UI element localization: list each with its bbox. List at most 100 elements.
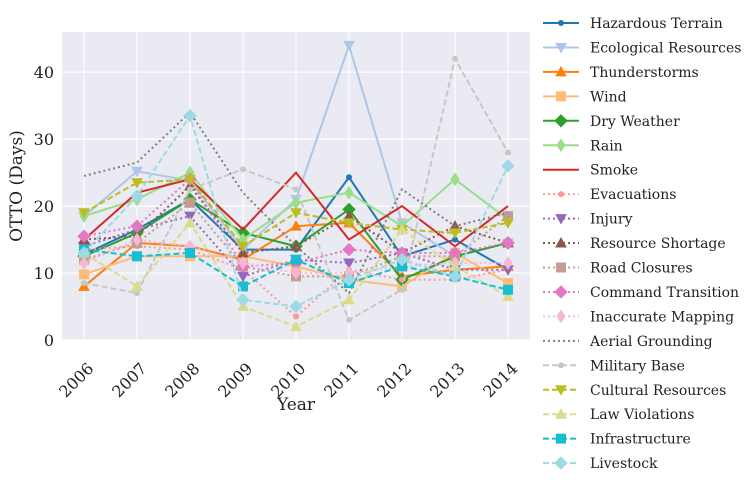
legend-marker xyxy=(556,309,566,324)
legend-marker xyxy=(555,214,567,225)
legend-label: Cultural Resources xyxy=(590,383,726,399)
data-point xyxy=(343,40,355,52)
x-tick-label: 2013 xyxy=(426,359,468,401)
data-point xyxy=(505,149,511,156)
legend-item: Smoke xyxy=(543,163,638,179)
data-point xyxy=(290,208,302,219)
legend-item: Hazardous Terrain xyxy=(543,16,723,32)
data-point xyxy=(396,223,408,235)
data-point xyxy=(342,273,356,287)
series-15 xyxy=(78,174,514,253)
legend-marker xyxy=(554,114,568,128)
legend-item: Law Violations xyxy=(543,407,694,423)
data-point xyxy=(293,186,299,193)
data-point xyxy=(346,316,352,323)
data-point xyxy=(449,228,461,239)
legend-item: Command Transition xyxy=(543,285,739,301)
data-point xyxy=(450,172,460,187)
data-point xyxy=(291,254,301,265)
legend-marker xyxy=(558,362,564,369)
legend-item: Infrastructure xyxy=(543,432,691,448)
legend-marker xyxy=(555,408,567,419)
series-18 xyxy=(77,108,515,314)
legend-marker xyxy=(558,191,564,198)
legend-item: Aerial Grounding xyxy=(543,334,713,350)
x-tick-label: 2006 xyxy=(55,359,97,401)
legend-item: Resource Shortage xyxy=(543,236,726,252)
data-point xyxy=(130,219,144,233)
legend-label: Rain xyxy=(590,138,623,154)
data-point xyxy=(452,55,458,62)
legend-item: Ecological Resources xyxy=(543,40,741,56)
data-point xyxy=(187,186,193,193)
data-point xyxy=(238,256,248,270)
legend-label: Dry Weather xyxy=(590,114,680,130)
x-tick-label: 2011 xyxy=(320,359,362,401)
data-point xyxy=(130,189,144,203)
data-point xyxy=(134,290,140,297)
series-line xyxy=(83,171,509,248)
data-point xyxy=(77,246,91,260)
y-tick-label: 20 xyxy=(34,197,54,216)
legend-item: Wind xyxy=(543,89,627,105)
data-point xyxy=(342,242,356,257)
legend-marker xyxy=(556,262,566,273)
data-point xyxy=(291,266,301,280)
x-tick-label: 2014 xyxy=(479,359,521,401)
legend-marker xyxy=(554,456,568,470)
y-axis-label: OTTO (Days) xyxy=(7,130,27,242)
data-point xyxy=(132,251,142,262)
data-point xyxy=(501,236,515,250)
legend-item: Military Base xyxy=(543,358,685,374)
series-14 xyxy=(81,55,511,323)
data-point xyxy=(79,269,89,280)
data-point xyxy=(448,269,462,284)
data-point xyxy=(184,216,196,228)
legend-item: Cultural Resources xyxy=(543,383,726,399)
x-tick-label: 2009 xyxy=(214,359,256,401)
series-line xyxy=(83,245,509,318)
legend-label: Inaccurate Mapping xyxy=(590,309,734,325)
legend-label: Resource Shortage xyxy=(590,236,726,252)
legend-marker xyxy=(555,42,567,54)
legend: Hazardous Terrain Ecological Resources Thu… xyxy=(543,16,741,472)
legend-label: Infrastructure xyxy=(590,432,691,448)
data-point xyxy=(501,159,515,173)
legend-label: Thunderstorms xyxy=(590,65,699,81)
legend-label: Aerial Grounding xyxy=(589,334,713,350)
data-point xyxy=(131,178,143,189)
y-tick-label: 0 xyxy=(44,331,54,350)
legend-label: Wind xyxy=(590,89,627,105)
data-point xyxy=(185,247,195,258)
legend-label: Road Closures xyxy=(590,261,693,277)
legend-label: Smoke xyxy=(590,163,638,179)
legend-label: Hazardous Terrain xyxy=(590,16,723,32)
data-point xyxy=(77,229,91,243)
data-point xyxy=(132,232,142,247)
legend-marker xyxy=(555,237,567,248)
series-6 xyxy=(83,171,509,248)
data-point xyxy=(79,256,89,270)
data-point xyxy=(343,218,355,229)
legend-marker xyxy=(558,20,564,26)
legend-item: Livestock xyxy=(543,456,658,472)
y-tick-label: 30 xyxy=(34,130,54,149)
data-point xyxy=(237,241,249,253)
data-point xyxy=(395,252,409,267)
data-point xyxy=(290,220,302,231)
legend-item: Evacuations xyxy=(543,187,676,203)
legend-marker xyxy=(555,385,567,396)
legend-marker xyxy=(556,433,566,444)
data-point xyxy=(503,284,513,295)
data-point xyxy=(290,320,302,332)
series-lines xyxy=(77,40,515,332)
legend-label: Military Base xyxy=(590,358,685,374)
data-point xyxy=(502,290,514,301)
data-point xyxy=(502,218,514,229)
legend-label: Evacuations xyxy=(590,187,676,203)
legend-item: Dry Weather xyxy=(543,114,680,130)
legend-label: Livestock xyxy=(590,456,658,472)
data-point xyxy=(289,299,303,314)
data-point xyxy=(131,280,143,291)
data-point xyxy=(343,293,355,305)
